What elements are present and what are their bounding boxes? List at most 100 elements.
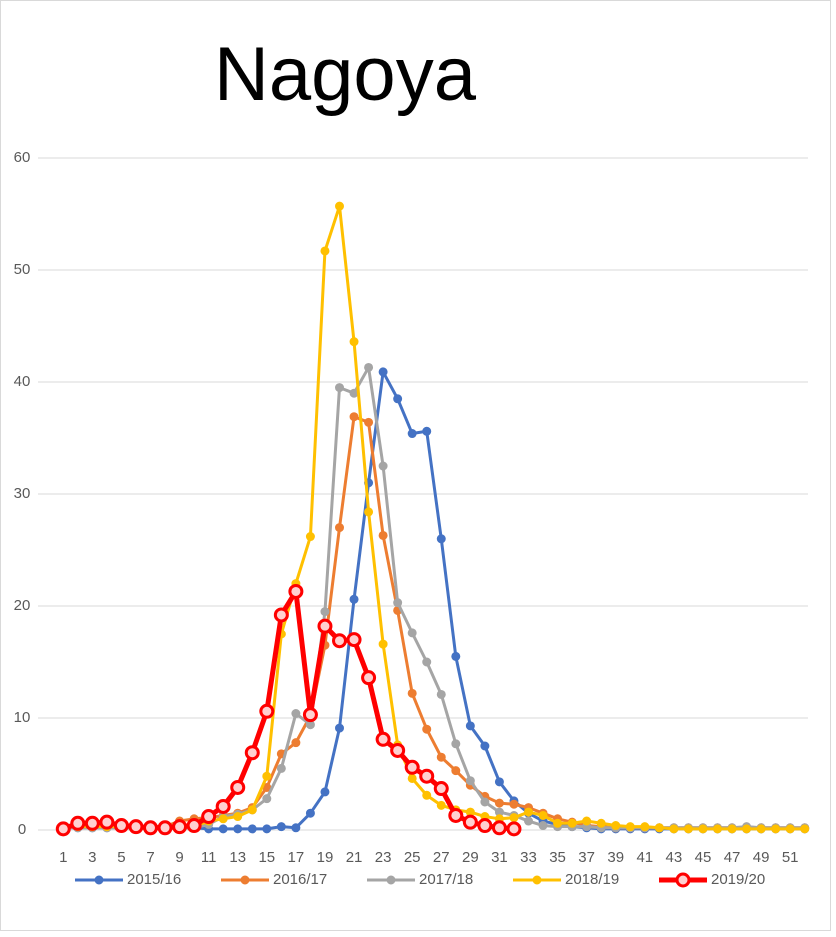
x-tick-label: 37 xyxy=(578,849,595,866)
data-point xyxy=(291,823,301,833)
data-point xyxy=(320,246,330,256)
x-tick-label: 47 xyxy=(724,849,741,866)
data-point xyxy=(335,523,344,533)
x-tick-label: 49 xyxy=(753,849,770,866)
data-point xyxy=(276,763,286,773)
data-point xyxy=(332,633,347,649)
legend-marker xyxy=(386,875,396,885)
x-tick-label: 45 xyxy=(695,849,712,866)
data-point xyxy=(393,394,403,404)
x-tick-label: 9 xyxy=(175,849,183,866)
data-point xyxy=(553,818,563,828)
data-point xyxy=(335,201,344,211)
data-point xyxy=(361,670,377,686)
data-point xyxy=(785,824,795,834)
data-point xyxy=(462,814,478,830)
y-tick-label: 10 xyxy=(14,709,31,726)
x-tick-label: 21 xyxy=(346,849,363,866)
data-point xyxy=(407,429,417,439)
data-point xyxy=(477,818,493,834)
data-point xyxy=(378,367,388,377)
x-tick-label: 35 xyxy=(549,849,566,866)
x-tick-label: 29 xyxy=(462,849,479,866)
data-point xyxy=(218,824,228,834)
data-point xyxy=(99,814,115,830)
data-point xyxy=(509,813,519,823)
data-point xyxy=(375,731,391,747)
data-point xyxy=(172,819,188,835)
data-point xyxy=(582,816,592,826)
data-point xyxy=(335,723,344,733)
data-point xyxy=(378,530,388,540)
data-point xyxy=(756,824,766,834)
data-point xyxy=(524,816,533,826)
data-point xyxy=(742,824,752,834)
data-point xyxy=(509,799,519,809)
data-point xyxy=(698,824,708,834)
data-point xyxy=(451,651,461,661)
y-tick-label: 20 xyxy=(14,597,31,614)
x-tick-label: 25 xyxy=(404,849,421,866)
data-point xyxy=(393,598,403,608)
legend-label: 2018/19 xyxy=(565,871,619,888)
data-point xyxy=(157,820,173,836)
data-point xyxy=(335,383,344,393)
legend-marker xyxy=(240,875,250,885)
data-point xyxy=(291,738,301,748)
data-point xyxy=(727,824,737,834)
data-point xyxy=(422,426,432,436)
legend-label: 2015/16 xyxy=(127,871,181,888)
data-point xyxy=(567,818,577,828)
data-point xyxy=(436,752,446,762)
data-point xyxy=(625,822,635,832)
data-point xyxy=(113,818,129,834)
x-tick-label: 1 xyxy=(59,849,67,866)
data-point xyxy=(218,814,228,824)
x-tick-label: 5 xyxy=(117,849,125,866)
data-point xyxy=(480,741,490,751)
chart-title: Nagoya xyxy=(214,32,477,117)
data-point xyxy=(305,808,315,818)
data-point xyxy=(288,583,304,599)
data-point xyxy=(378,461,388,471)
data-point xyxy=(233,812,243,822)
data-point xyxy=(596,818,606,828)
data-point xyxy=(480,797,490,807)
data-point xyxy=(233,824,243,834)
y-tick-label: 60 xyxy=(14,149,31,166)
x-tick-label: 13 xyxy=(229,849,246,866)
data-point xyxy=(349,412,359,422)
data-point xyxy=(317,618,333,634)
legend-label: 2019/20 xyxy=(711,871,765,888)
x-tick-label: 27 xyxy=(433,849,450,866)
data-point xyxy=(451,766,461,776)
data-point xyxy=(404,759,420,775)
data-point xyxy=(465,776,475,786)
x-tick-label: 17 xyxy=(288,849,305,866)
data-point xyxy=(419,768,435,784)
data-point xyxy=(683,824,693,834)
x-tick-label: 51 xyxy=(782,849,799,866)
data-point xyxy=(302,707,318,723)
data-point xyxy=(491,820,507,836)
x-tick-label: 3 xyxy=(88,849,96,866)
legend-label: 2017/18 xyxy=(419,871,473,888)
x-tick-label: 15 xyxy=(258,849,275,866)
data-point xyxy=(611,821,621,831)
x-tick-label: 33 xyxy=(520,849,537,866)
data-point xyxy=(451,739,461,749)
data-point xyxy=(407,628,417,638)
data-point xyxy=(291,709,301,719)
data-point xyxy=(215,798,231,814)
data-point xyxy=(273,607,289,623)
data-point xyxy=(143,820,158,836)
data-point xyxy=(364,362,374,372)
data-point xyxy=(262,771,272,781)
x-tick-label: 7 xyxy=(146,849,154,866)
data-point xyxy=(201,809,217,825)
data-point xyxy=(349,594,359,604)
data-point xyxy=(771,824,781,834)
x-tick-label: 19 xyxy=(317,849,334,866)
